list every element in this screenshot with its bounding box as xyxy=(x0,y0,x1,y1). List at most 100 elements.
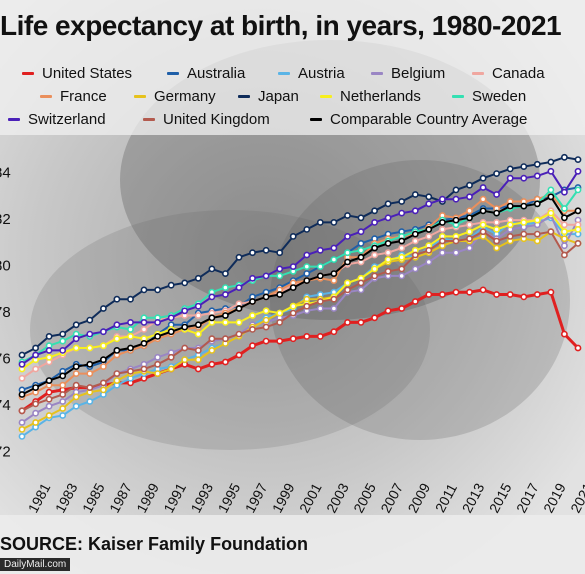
data-point-switzerland xyxy=(398,209,406,217)
data-point-comparable-country-average xyxy=(235,305,243,312)
data-point-netherlands xyxy=(398,253,406,261)
data-point-united-states xyxy=(438,291,446,298)
data-point-united-kingdom xyxy=(425,246,433,254)
legend-item-austria: Austria xyxy=(278,65,345,82)
data-point-japan xyxy=(194,274,202,282)
data-point-netherlands xyxy=(194,330,202,338)
legend-item-switzerland: Switzerland xyxy=(8,111,106,128)
data-point-united-states xyxy=(533,291,541,298)
data-point-netherlands xyxy=(533,216,541,224)
x-tick-label: 1991 xyxy=(160,480,189,515)
data-point-japan xyxy=(344,212,351,219)
data-point-united-states xyxy=(221,358,229,366)
data-point-japan xyxy=(208,265,216,273)
data-point-comparable-country-average xyxy=(452,216,460,224)
data-point-united-kingdom xyxy=(330,295,338,303)
data-point-netherlands xyxy=(466,228,473,236)
data-point-sweden xyxy=(303,263,311,270)
data-point-sweden xyxy=(221,284,229,291)
data-point-sweden xyxy=(316,263,324,270)
data-point-united-kingdom xyxy=(194,346,202,354)
legend-label: United Kingdom xyxy=(163,111,270,128)
data-point-switzerland xyxy=(574,167,582,175)
data-point-canada xyxy=(425,232,433,240)
legend-label: Switzerland xyxy=(28,111,106,128)
data-point-comparable-country-average xyxy=(59,372,67,380)
data-point-sweden xyxy=(344,249,351,257)
data-point-comparable-country-average xyxy=(276,291,284,298)
data-point-united-kingdom xyxy=(493,237,500,245)
legend-label: Sweden xyxy=(472,88,527,105)
legend-swatch-switzerland xyxy=(8,118,20,121)
data-point-germany xyxy=(154,370,161,377)
data-point-sweden xyxy=(357,246,365,254)
data-point-japan xyxy=(303,225,311,233)
data-point-japan xyxy=(371,207,378,215)
data-point-belgium xyxy=(32,409,39,417)
data-point-united-kingdom xyxy=(411,251,419,259)
data-point-united-states xyxy=(411,298,419,305)
data-point-japan xyxy=(18,351,26,359)
data-point-united-kingdom xyxy=(371,272,378,280)
data-point-comparable-country-average xyxy=(506,202,514,210)
data-point-japan xyxy=(533,160,541,168)
data-point-japan xyxy=(574,156,582,163)
data-point-comparable-country-average xyxy=(316,272,324,280)
data-point-japan xyxy=(127,295,134,303)
data-point-comparable-country-average xyxy=(344,258,351,266)
data-point-united-kingdom xyxy=(100,379,107,387)
data-point-netherlands xyxy=(86,344,94,352)
data-point-united-kingdom xyxy=(86,384,94,391)
legend-swatch-canada xyxy=(472,72,484,75)
data-point-sweden xyxy=(127,325,134,333)
data-point-comparable-country-average xyxy=(574,207,582,215)
credit-label: DailyMail.com xyxy=(0,558,71,571)
data-point-switzerland xyxy=(493,191,500,198)
data-point-united-states xyxy=(194,365,202,373)
data-point-united-kingdom xyxy=(357,279,365,287)
data-point-austria xyxy=(72,402,80,410)
data-point-netherlands xyxy=(561,228,568,236)
legend-swatch-australia xyxy=(167,72,179,75)
data-point-japan xyxy=(59,330,67,338)
data-point-switzerland xyxy=(235,284,243,291)
data-point-united-states xyxy=(425,291,433,298)
data-point-japan xyxy=(249,249,256,257)
data-point-comparable-country-average xyxy=(561,214,568,222)
data-point-united-kingdom xyxy=(113,370,121,377)
legend-swatch-netherlands xyxy=(320,95,332,98)
data-point-belgium xyxy=(411,265,419,273)
data-point-united-states xyxy=(289,335,297,343)
data-point-united-kingdom xyxy=(547,228,555,236)
data-point-comparable-country-average xyxy=(249,298,256,305)
data-point-netherlands xyxy=(493,225,500,233)
x-tick-label: 2019 xyxy=(540,480,569,515)
data-point-netherlands xyxy=(574,225,582,233)
legend-swatch-sweden xyxy=(452,95,464,98)
data-point-japan xyxy=(520,163,528,170)
data-point-belgium xyxy=(438,249,446,257)
data-point-japan xyxy=(140,286,148,294)
data-point-switzerland xyxy=(289,263,297,270)
data-point-switzerland xyxy=(221,291,229,298)
data-point-united-states xyxy=(276,337,284,345)
x-tick-label: 2017 xyxy=(513,480,542,515)
chart-title: Life expectancy at birth, in years, 1980… xyxy=(0,10,562,41)
data-point-canada xyxy=(438,225,446,233)
data-point-switzerland xyxy=(344,232,351,240)
data-point-japan xyxy=(221,270,229,277)
y-tick-label: 74 xyxy=(0,397,11,414)
data-point-united-kingdom xyxy=(72,381,80,389)
data-point-comparable-country-average xyxy=(72,363,80,370)
y-tick-label: 72 xyxy=(0,443,11,460)
data-point-united-states xyxy=(357,318,365,326)
data-point-netherlands xyxy=(127,332,134,340)
legend-label: Australia xyxy=(187,65,246,82)
legend-label: Belgium xyxy=(391,65,446,82)
x-tick-label: 1995 xyxy=(215,480,244,515)
data-point-japan xyxy=(561,153,568,161)
series-line-japan xyxy=(21,156,579,356)
data-point-united-kingdom xyxy=(398,265,406,273)
data-point-united-states xyxy=(262,337,270,345)
legend-label: Germany xyxy=(154,88,216,105)
